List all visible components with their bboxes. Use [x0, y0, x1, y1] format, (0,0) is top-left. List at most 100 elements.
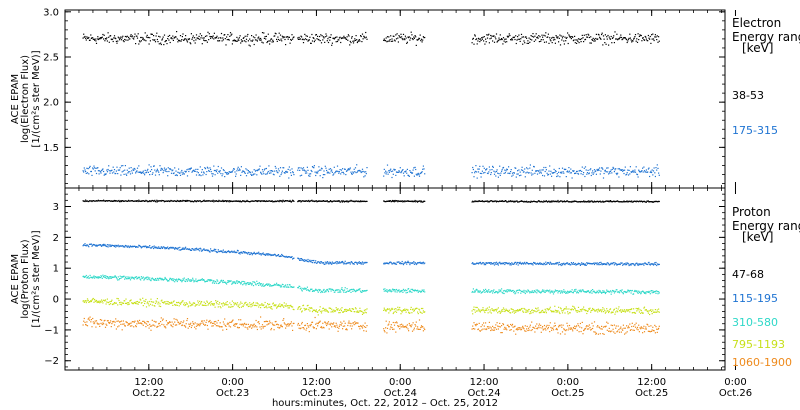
proton-point-47-68: [651, 201, 653, 203]
proton-point-47-68: [210, 200, 212, 202]
proton-point-47-68: [292, 200, 294, 202]
electron-point-175-315: [550, 170, 552, 172]
proton-point-47-68: [399, 200, 401, 202]
electron-point-38-53: [406, 42, 408, 44]
electron-point-175-315: [644, 171, 646, 173]
proton-point-47-68: [158, 200, 160, 202]
proton-point-115-195: [233, 250, 235, 252]
electron-point-38-53: [518, 34, 520, 36]
proton-point-115-195: [644, 262, 646, 264]
electron-y-label-2: log(Electron Flux): [20, 55, 31, 143]
proton-point-310-580: [488, 289, 490, 291]
proton-point-795-1193: [525, 309, 527, 311]
proton-point-310-580: [263, 285, 265, 287]
proton-point-115-195: [627, 263, 630, 265]
electron-point-175-315: [590, 174, 592, 177]
proton-point-47-68: [174, 200, 176, 202]
proton-point-795-1193: [273, 305, 275, 307]
electron-point-38-53: [502, 37, 505, 39]
proton-point-115-195: [119, 245, 121, 247]
electron-point-38-53: [182, 33, 184, 35]
proton-point-795-1193: [285, 303, 287, 305]
proton-point-115-195: [601, 263, 603, 265]
electron-point-38-53: [330, 34, 332, 36]
proton-point-310-580: [351, 288, 353, 291]
proton-point-47-68: [346, 201, 348, 203]
proton-point-47-68: [517, 201, 519, 203]
proton-point-115-195: [105, 245, 107, 247]
proton-point-310-580: [613, 292, 615, 294]
proton-point-310-580: [485, 288, 487, 290]
electron-point-38-53: [185, 35, 187, 37]
proton-point-115-195: [584, 264, 586, 266]
electron-point-38-53: [361, 33, 364, 35]
electron-point-175-315: [221, 175, 223, 177]
proton-point-310-580: [410, 291, 412, 293]
proton-point-47-68: [322, 200, 324, 202]
proton-point-310-580: [411, 291, 413, 293]
proton-point-310-580: [419, 290, 421, 292]
electron-point-38-53: [332, 37, 334, 39]
proton-point-47-68: [587, 201, 589, 203]
proton-point-115-195: [502, 262, 505, 265]
electron-point-38-53: [499, 39, 501, 41]
proton-point-795-1193: [201, 304, 203, 306]
proton-point-310-580: [618, 291, 620, 293]
proton-point-795-1193: [388, 308, 390, 310]
proton-point-115-195: [655, 261, 657, 264]
electron-point-175-315: [576, 170, 578, 172]
proton-point-47-68: [180, 200, 182, 202]
proton-point-115-195: [147, 246, 149, 248]
proton-point-795-1193: [226, 304, 228, 306]
electron-point-38-53: [237, 38, 239, 40]
proton-point-310-580: [160, 278, 162, 280]
electron-point-175-315: [597, 169, 599, 172]
proton-point-115-195: [624, 263, 626, 265]
proton-point-310-580: [97, 276, 99, 278]
electron-point-175-315: [224, 176, 226, 178]
proton-point-795-1193: [393, 308, 396, 310]
proton-point-115-195: [177, 247, 179, 249]
electron-point-175-315: [607, 167, 609, 169]
proton-point-47-68: [145, 200, 148, 202]
electron-point-38-53: [309, 36, 311, 38]
electron-point-175-315: [174, 167, 176, 169]
proton-point-795-1193: [531, 310, 533, 312]
proton-point-310-580: [404, 290, 406, 292]
proton-point-795-1193: [124, 302, 126, 304]
proton-point-310-580: [146, 278, 148, 281]
electron-point-175-315: [283, 167, 285, 169]
proton-point-310-580: [476, 289, 478, 291]
electron-point-38-53: [94, 39, 96, 41]
proton-point-795-1193: [87, 299, 89, 301]
electron-point-175-315: [123, 173, 125, 175]
electron-point-175-315: [317, 170, 319, 172]
proton-point-115-195: [299, 258, 301, 260]
electron-point-38-53: [552, 39, 555, 41]
proton-point-795-1193: [108, 303, 110, 306]
electron-point-38-53: [297, 37, 299, 39]
electron-point-175-315: [392, 173, 394, 175]
electron-point-38-53: [198, 35, 200, 37]
proton-point-47-68: [599, 200, 601, 203]
electron-point-175-315: [158, 171, 160, 173]
proton-point-115-195: [174, 248, 176, 250]
electron-point-38-53: [385, 40, 387, 42]
proton-point-47-68: [165, 200, 167, 202]
proton-point-310-580: [190, 280, 192, 282]
electron-point-38-53: [245, 41, 247, 43]
electron-point-38-53: [163, 34, 166, 36]
proton-point-47-68: [269, 200, 271, 202]
proton-point-47-68: [181, 200, 183, 202]
proton-point-47-68: [422, 201, 424, 203]
proton-point-795-1193: [110, 300, 112, 302]
electron-point-175-315: [578, 170, 580, 172]
proton-point-795-1193: [390, 308, 392, 310]
proton-point-795-1193: [175, 304, 177, 306]
proton-point-310-580: [385, 290, 387, 292]
proton-point-795-1193: [231, 306, 233, 308]
electron-point-38-53: [261, 32, 264, 34]
proton-point-310-580: [170, 278, 173, 281]
electron-point-38-53: [658, 36, 660, 38]
proton-point-795-1193: [163, 302, 165, 304]
